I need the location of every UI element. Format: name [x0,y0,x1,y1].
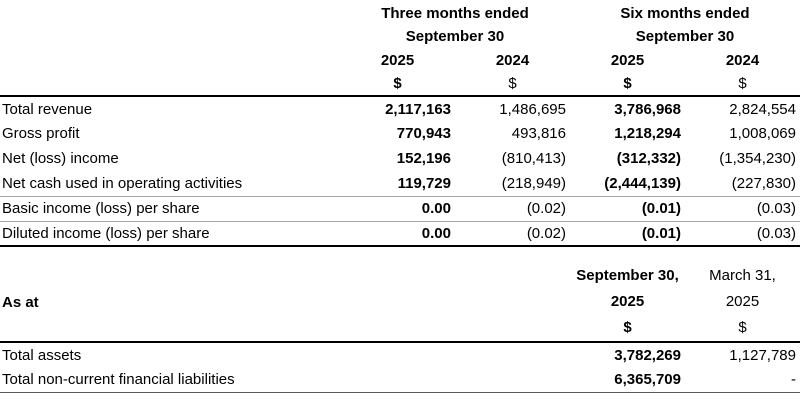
group-subheader-six-months: September 30 [635,27,735,45]
cell-value: (312,332) [616,150,681,167]
cell-value: (0.02) [455,220,570,247]
currency-symbol: $ [623,319,632,336]
cell-value: 2,824,554 [729,100,796,118]
year-header-2025-h: 2025 [610,51,645,69]
col-header-year-line: 2025 [610,293,645,310]
cell-value: (0.03) [685,220,800,247]
row-label: Basic income (loss) per share [0,195,340,221]
quarterly-results-table: Three months ended Six months ended Sept… [0,0,800,247]
cell-value: 0.00 [340,195,455,221]
row-label: Total revenue [2,100,93,118]
as-at-label: As at [0,261,570,343]
empty-cell [0,72,340,97]
cell-value: - [685,367,800,393]
group-header-three-months: Three months ended [381,5,529,22]
as-at-header-row: As at September 30, 2025 $ March 31, 202… [0,261,800,343]
table-row-net-loss-income: Net (loss) income 152,196 (810,413) (312… [0,146,800,171]
table-row-diluted-eps: Diluted income (loss) per share 0.00 (0.… [0,220,800,247]
cell-value: 1,486,695 [499,100,566,118]
table-row-noncurrent-liabilities: Total non-current financial liabilities … [0,367,800,393]
currency-symbol: $ [570,72,685,97]
cell-value: 1,127,789 [729,346,796,364]
cell-value: 119,729 [397,174,451,192]
row-label: Diluted income (loss) per share [0,220,340,247]
group-subheader-three-months: September 30 [405,27,505,45]
cell-value: (810,413) [501,150,566,167]
empty-cell [0,48,340,72]
cell-value: (0.02) [455,195,570,221]
currency-symbol: $ [340,72,455,97]
empty-cell [0,24,340,48]
currency-symbol: $ [685,72,800,97]
currency-symbol: $ [455,72,570,97]
cell-value: (0.01) [570,195,685,221]
cell-value: 1,008,069 [729,125,796,142]
cell-value: 3,786,968 [614,100,681,118]
year-header-row: 2025 2024 2025 2024 [0,48,800,72]
year-header-2025-q: 2025 [380,51,415,69]
table-row-basic-eps: Basic income (loss) per share 0.00 (0.02… [0,195,800,221]
cell-value: 3,782,269 [614,346,681,364]
currency-symbol: $ [738,319,747,336]
row-label: Total assets [2,346,82,364]
cell-value: (0.01) [570,220,685,247]
group-header-six-months: Six months ended [620,5,750,22]
row-label: Gross profit [2,125,80,142]
group-header-row-1: Three months ended Six months ended [0,0,800,24]
cell-value: 6,365,709 [570,367,685,393]
col-header-date-line: March 31, [709,267,776,284]
col-header-march-31-2025: March 31, 2025 $ [685,261,800,343]
cell-value: (1,354,230) [719,150,796,167]
cell-value: 493,816 [511,125,566,142]
cell-value: (227,830) [731,174,796,192]
table-row-total-revenue: Total revenue 2,117,163 1,486,695 3,786,… [0,96,800,121]
row-label: Net (loss) income [2,150,119,167]
cell-value: 152,196 [396,150,451,167]
cell-value: 0.00 [340,220,455,247]
table-row-total-assets: Total assets 3,782,269 1,127,789 [0,342,800,367]
cell-value: (0.03) [685,195,800,221]
cell-value: (2,444,139) [604,174,681,192]
col-header-september-30-2025: September 30, 2025 $ [570,261,685,343]
cell-value: (218,949) [501,174,566,192]
table-row-net-cash-operating: Net cash used in operating activities 11… [0,171,800,196]
year-header-2024-q: 2024 [495,51,530,69]
cell-value: 2,117,163 [385,100,451,118]
currency-header-row: $ $ $ $ [0,72,800,97]
empty-cell [0,0,340,24]
group-header-row-2: September 30 September 30 [0,24,800,48]
row-label: Net cash used in operating activities [2,174,243,192]
cell-value: 770,943 [396,125,451,142]
col-header-date-line: September 30, [576,267,679,284]
col-header-year-line: 2025 [725,293,760,310]
cell-value: 1,218,294 [614,125,681,142]
table-row-gross-profit: Gross profit 770,943 493,816 1,218,294 1… [0,121,800,146]
as-at-balance-table: As at September 30, 2025 $ March 31, 202… [0,261,800,393]
year-header-2024-h: 2024 [725,51,760,69]
row-label: Total non-current financial liabilities [0,367,570,393]
